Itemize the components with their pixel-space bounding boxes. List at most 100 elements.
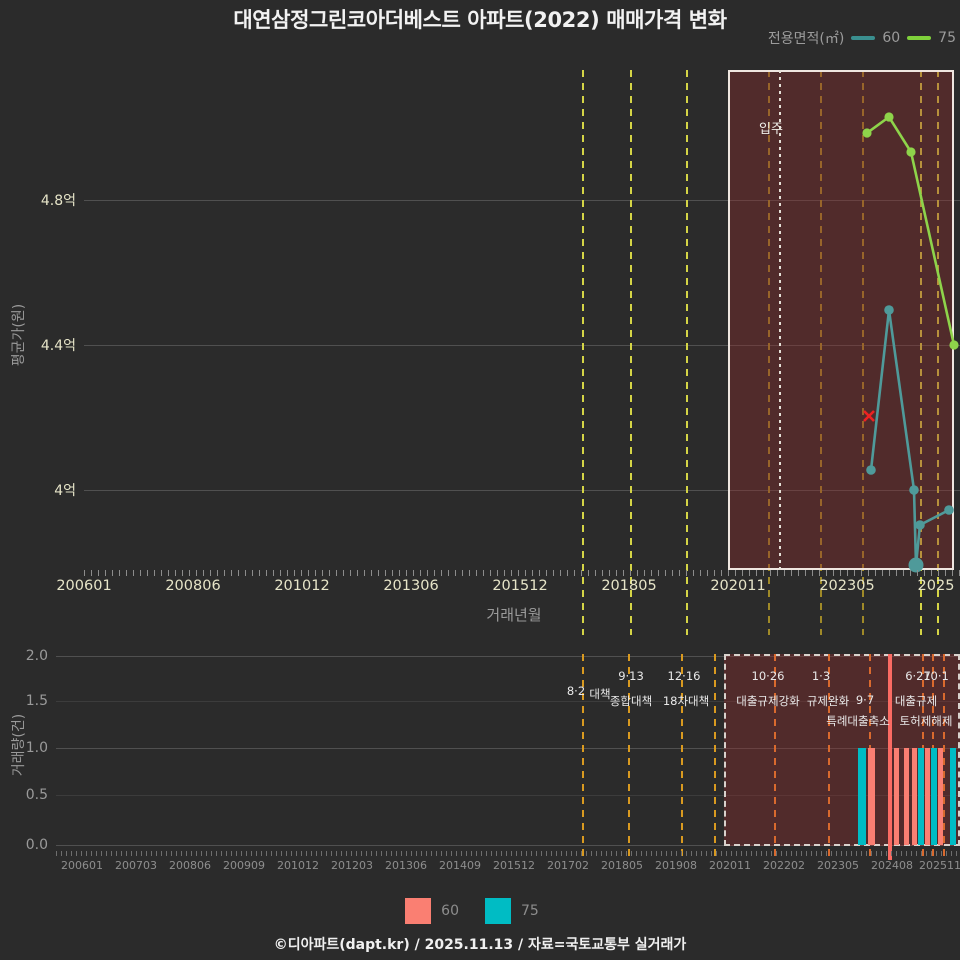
series-point-75 (884, 112, 894, 122)
volume-bar-75[interactable] (950, 748, 956, 845)
price-xtick-8: 2025 (917, 578, 955, 594)
volume-bar-75[interactable] (918, 748, 924, 845)
price-policy-line-1 (582, 70, 584, 635)
volume-xtick-1: 200703 (115, 859, 157, 872)
volume-bar-60[interactable] (868, 748, 875, 845)
volume-xtick-13: 202202 (763, 859, 805, 872)
volume-xtick-5: 201203 (331, 859, 373, 872)
series-point-75 (906, 147, 916, 157)
volume-bar-60[interactable] (904, 748, 909, 845)
volume-bar-75[interactable] (931, 748, 937, 845)
price-xtick-0: 200601 (56, 578, 112, 594)
price-policy-line-5 (820, 70, 822, 635)
volume-xtick-9: 201702 (547, 859, 589, 872)
volume-policy-line-3 (681, 654, 683, 860)
price-xtick-7: 202305 (819, 578, 875, 594)
move-in-label: 입주 (759, 122, 783, 137)
legend-label-75[interactable]: 75 (938, 30, 956, 46)
policy-date-8: 10·1 (923, 669, 949, 683)
policy-date-4: 10·26 (751, 669, 785, 683)
volume-policy-line-10 (943, 654, 945, 860)
volume-xtick-4: 201012 (277, 859, 319, 872)
policy-date-1: 8·2 (566, 684, 586, 698)
price-policy-line-7 (920, 70, 922, 635)
volume-xtick-16: 202511 (919, 859, 960, 872)
volume-xtick-14: 202305 (817, 859, 859, 872)
volume-policy-line-5 (774, 654, 776, 860)
volume-legend-label-75[interactable]: 75 (521, 903, 539, 919)
volume-ytick-0: 0.0 (25, 837, 48, 853)
series-point-60 (915, 520, 925, 530)
policy-name-2: 종합대책 (609, 694, 653, 708)
volume-xtick-10: 201805 (601, 859, 643, 872)
legend-swatch-75 (907, 36, 932, 40)
volume-ytick-2: 2.0 (25, 648, 48, 664)
volume-xtick-2: 200806 (169, 859, 211, 872)
volume-xtick-6: 201306 (385, 859, 427, 872)
volume-legend-swatch-75 (485, 898, 511, 924)
policy-date-2: 9·13 (618, 669, 644, 683)
price-xtick-6: 202011 (710, 578, 766, 594)
price-chart-legend: 전용면적(㎡) 60 75 (768, 28, 956, 48)
policy-name-6: 특례대출축소 (826, 714, 890, 728)
volume-policy-line-4 (714, 654, 716, 860)
volume-xtick-11: 201908 (655, 859, 697, 872)
price-ytick-440: 4.4억 (40, 338, 76, 354)
volume-bar-60[interactable] (925, 748, 930, 845)
price-policy-line-3 (686, 70, 688, 635)
price-chart-panel: 평균가(원) 4.8억 4.4억 4억 입주 (0, 60, 960, 635)
price-ytick-400: 4억 (54, 483, 76, 499)
series-point-60 (944, 505, 954, 515)
series-line-75 (866, 115, 956, 346)
policy-name-5: 규제완화 (806, 694, 850, 708)
volume-legend-label-60[interactable]: 60 (441, 903, 459, 919)
volume-xtick-8: 201512 (493, 859, 535, 872)
volume-xtick-3: 200909 (223, 859, 265, 872)
price-xtick-4: 201512 (492, 578, 548, 594)
policy-name-8: 토허제해제 (899, 714, 953, 728)
price-x-axis-title: 거래년월 (486, 606, 542, 624)
volume-ytick-15: 1.5 (25, 693, 48, 709)
policy-date-3: 12·16 (667, 669, 701, 683)
volume-policy-line-6 (828, 654, 830, 860)
policy-name-3: 18차대책 (662, 694, 710, 708)
policy-name-7: 대출규제 (894, 694, 938, 708)
volume-bar-60[interactable] (938, 748, 943, 845)
footer-credit: ©디아파트(dapt.kr) / 2025.11.13 / 자료=국토교통부 실… (273, 937, 687, 953)
volume-plot-area (56, 654, 960, 860)
volume-chart-panel: 거래량(건) 2.0 1.5 1.0 0.5 0.0 (0, 640, 960, 890)
price-gridline-440 (84, 345, 960, 346)
series-point-60 (909, 485, 919, 495)
volume-policy-line-2 (628, 654, 630, 860)
volume-bar-60[interactable] (912, 748, 917, 845)
price-policy-line-4 (768, 70, 770, 635)
price-series-svg (862, 112, 959, 573)
volume-gridline-1 (56, 748, 960, 749)
volume-xtick-15: 202408 (871, 859, 913, 872)
volume-gridline-2 (56, 656, 960, 657)
volume-bar-75[interactable] (858, 748, 866, 845)
volume-ytick-1: 1.0 (25, 740, 48, 756)
volume-xtick-7: 201409 (439, 859, 481, 872)
volume-gridline-0 (56, 845, 960, 846)
series-point-60 (866, 465, 876, 475)
red-x-marker (863, 410, 875, 422)
volume-policy-line-1 (582, 654, 584, 860)
price-gridline-480 (84, 200, 960, 201)
policy-name-4: 대출규제강화 (736, 694, 800, 708)
policy-name-1: 대책 (589, 687, 611, 701)
policy-date-6: 9·7 (855, 693, 875, 707)
price-policy-line-2 (630, 70, 632, 635)
series-point-60 (908, 557, 924, 573)
legend-title: 전용면적(㎡) (767, 31, 845, 47)
volume-x-tickbar (56, 851, 960, 856)
page-title: 대연삼정그린코아더베스트 아파트(2022) 매매가격 변화 (233, 8, 727, 32)
legend-swatch-60 (851, 36, 876, 40)
volume-xtick-0: 200601 (61, 859, 103, 872)
legend-label-60[interactable]: 60 (882, 30, 901, 46)
volume-xtick-12: 202011 (709, 859, 751, 872)
price-policy-line-8 (937, 70, 939, 635)
price-x-tickbar (84, 570, 960, 576)
volume-bar-60[interactable] (894, 748, 899, 845)
series-point-75 (862, 128, 872, 138)
